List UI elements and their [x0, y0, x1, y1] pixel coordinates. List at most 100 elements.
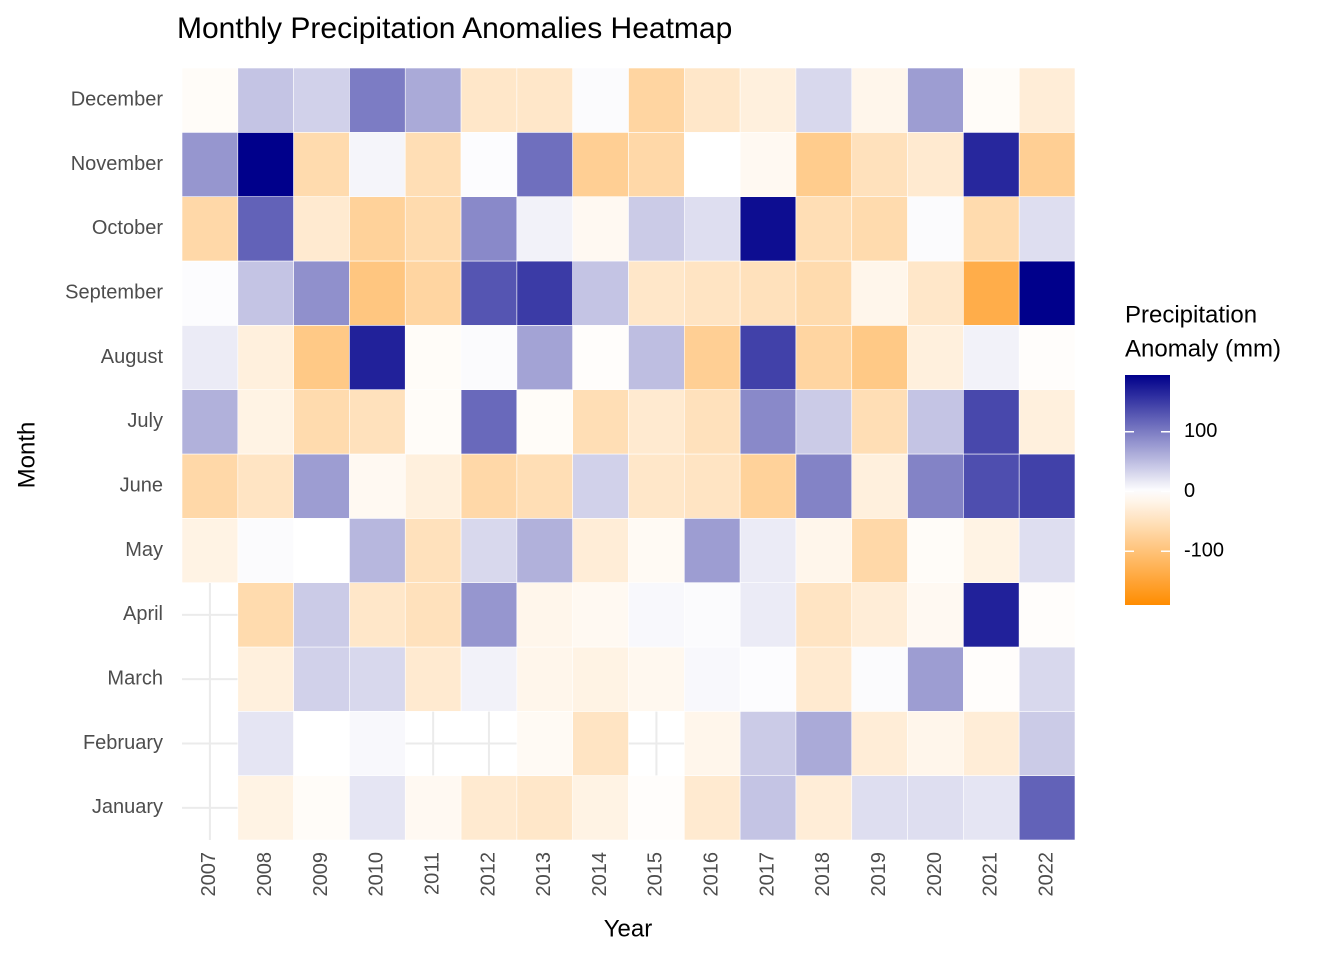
heat-cell	[907, 775, 964, 841]
heat-cell	[237, 196, 294, 262]
heat-cell	[963, 67, 1020, 133]
heat-cell	[349, 67, 406, 133]
y-tick-label: April	[123, 603, 163, 625]
heat-cell	[739, 775, 797, 841]
heat-cell	[851, 518, 908, 583]
heat-cell	[628, 325, 685, 390]
heat-cell	[739, 260, 797, 326]
y-tick-label: July	[127, 410, 163, 432]
heat-cell	[851, 260, 908, 326]
y-tick-label: November	[71, 153, 164, 175]
heat-cell	[516, 389, 573, 455]
heat-cell	[349, 518, 406, 583]
heat-cell	[963, 389, 1020, 455]
heat-cell	[684, 325, 741, 390]
heat-cell	[237, 67, 294, 133]
heat-cell	[516, 646, 573, 712]
heat-cell	[349, 196, 406, 262]
heat-cell	[684, 453, 741, 519]
heat-cell	[404, 196, 462, 262]
heat-cell	[349, 389, 406, 455]
heat-cell	[516, 132, 573, 197]
heat-cell	[851, 132, 908, 197]
heat-cell	[739, 389, 797, 455]
heat-cell	[237, 260, 294, 326]
heat-cell	[739, 196, 797, 262]
heat-cell	[293, 260, 350, 326]
heat-cell	[851, 775, 908, 841]
heat-cell	[349, 325, 406, 390]
heat-cell	[1018, 582, 1076, 648]
heat-cell	[404, 775, 462, 841]
heat-cell	[907, 453, 964, 519]
heat-cell	[628, 775, 685, 841]
x-axis-title: Year	[604, 915, 653, 942]
heat-cell	[1018, 646, 1076, 712]
heat-cell	[684, 196, 741, 262]
heat-cell	[963, 582, 1020, 648]
legend-title: Anomaly (mm)	[1125, 335, 1281, 362]
heat-cell	[572, 67, 629, 133]
x-tick-label: 2013	[533, 852, 555, 897]
heat-cell	[516, 196, 573, 262]
heat-cell	[1018, 453, 1076, 519]
heat-cell	[572, 389, 629, 455]
colorbar-tick-label: 0	[1184, 480, 1195, 502]
heat-cell	[1018, 711, 1076, 776]
heat-cell	[460, 196, 518, 262]
heat-cell	[795, 196, 853, 262]
heat-cell	[460, 325, 518, 390]
heat-cell	[851, 389, 908, 455]
heat-cell	[460, 132, 518, 197]
heat-cell	[795, 646, 853, 712]
heat-cell	[907, 325, 964, 390]
heat-cell	[795, 325, 853, 390]
y-axis-title: Month	[13, 422, 40, 489]
heat-cell	[628, 646, 685, 712]
heat-cell	[349, 453, 406, 519]
heat-cell	[237, 582, 294, 648]
heat-cell	[404, 260, 462, 326]
heat-cell	[851, 67, 908, 133]
heat-cell	[516, 582, 573, 648]
x-tick-label: 2007	[198, 852, 220, 897]
heat-cell	[572, 453, 629, 519]
chart-title: Monthly Precipitation Anomalies Heatmap	[177, 12, 732, 45]
heat-cell	[795, 389, 853, 455]
heat-cell	[237, 389, 294, 455]
heat-cell	[628, 67, 685, 133]
x-tick-label: 2009	[310, 852, 332, 897]
heat-cell	[907, 132, 964, 197]
heat-cell	[181, 132, 239, 197]
heat-cell	[963, 646, 1020, 712]
heat-cell	[516, 453, 573, 519]
heat-cell	[460, 582, 518, 648]
y-tick-label: March	[107, 667, 163, 689]
heat-cell	[181, 196, 239, 262]
heat-cell	[460, 518, 518, 583]
heat-cell	[739, 582, 797, 648]
heat-cell	[181, 453, 239, 519]
heat-cell	[739, 646, 797, 712]
heat-cell	[516, 325, 573, 390]
y-tick-label: September	[65, 281, 163, 303]
heat-cell	[628, 196, 685, 262]
x-tick-label: 2014	[589, 852, 611, 897]
heat-cell	[572, 325, 629, 390]
heat-cell	[349, 711, 406, 776]
heat-cell	[181, 325, 239, 390]
heat-cell	[349, 775, 406, 841]
heat-cell	[851, 646, 908, 712]
heat-cell	[1018, 132, 1076, 197]
x-tick-label: 2021	[980, 852, 1002, 897]
heat-cell	[460, 646, 518, 712]
x-tick-label: 2018	[812, 852, 834, 897]
heat-cell	[907, 389, 964, 455]
heat-cell	[181, 389, 239, 455]
heat-cell	[237, 518, 294, 583]
y-tick-label: January	[92, 796, 163, 818]
heat-cell	[1018, 260, 1076, 326]
heat-cell	[851, 325, 908, 390]
heat-cell	[907, 196, 964, 262]
